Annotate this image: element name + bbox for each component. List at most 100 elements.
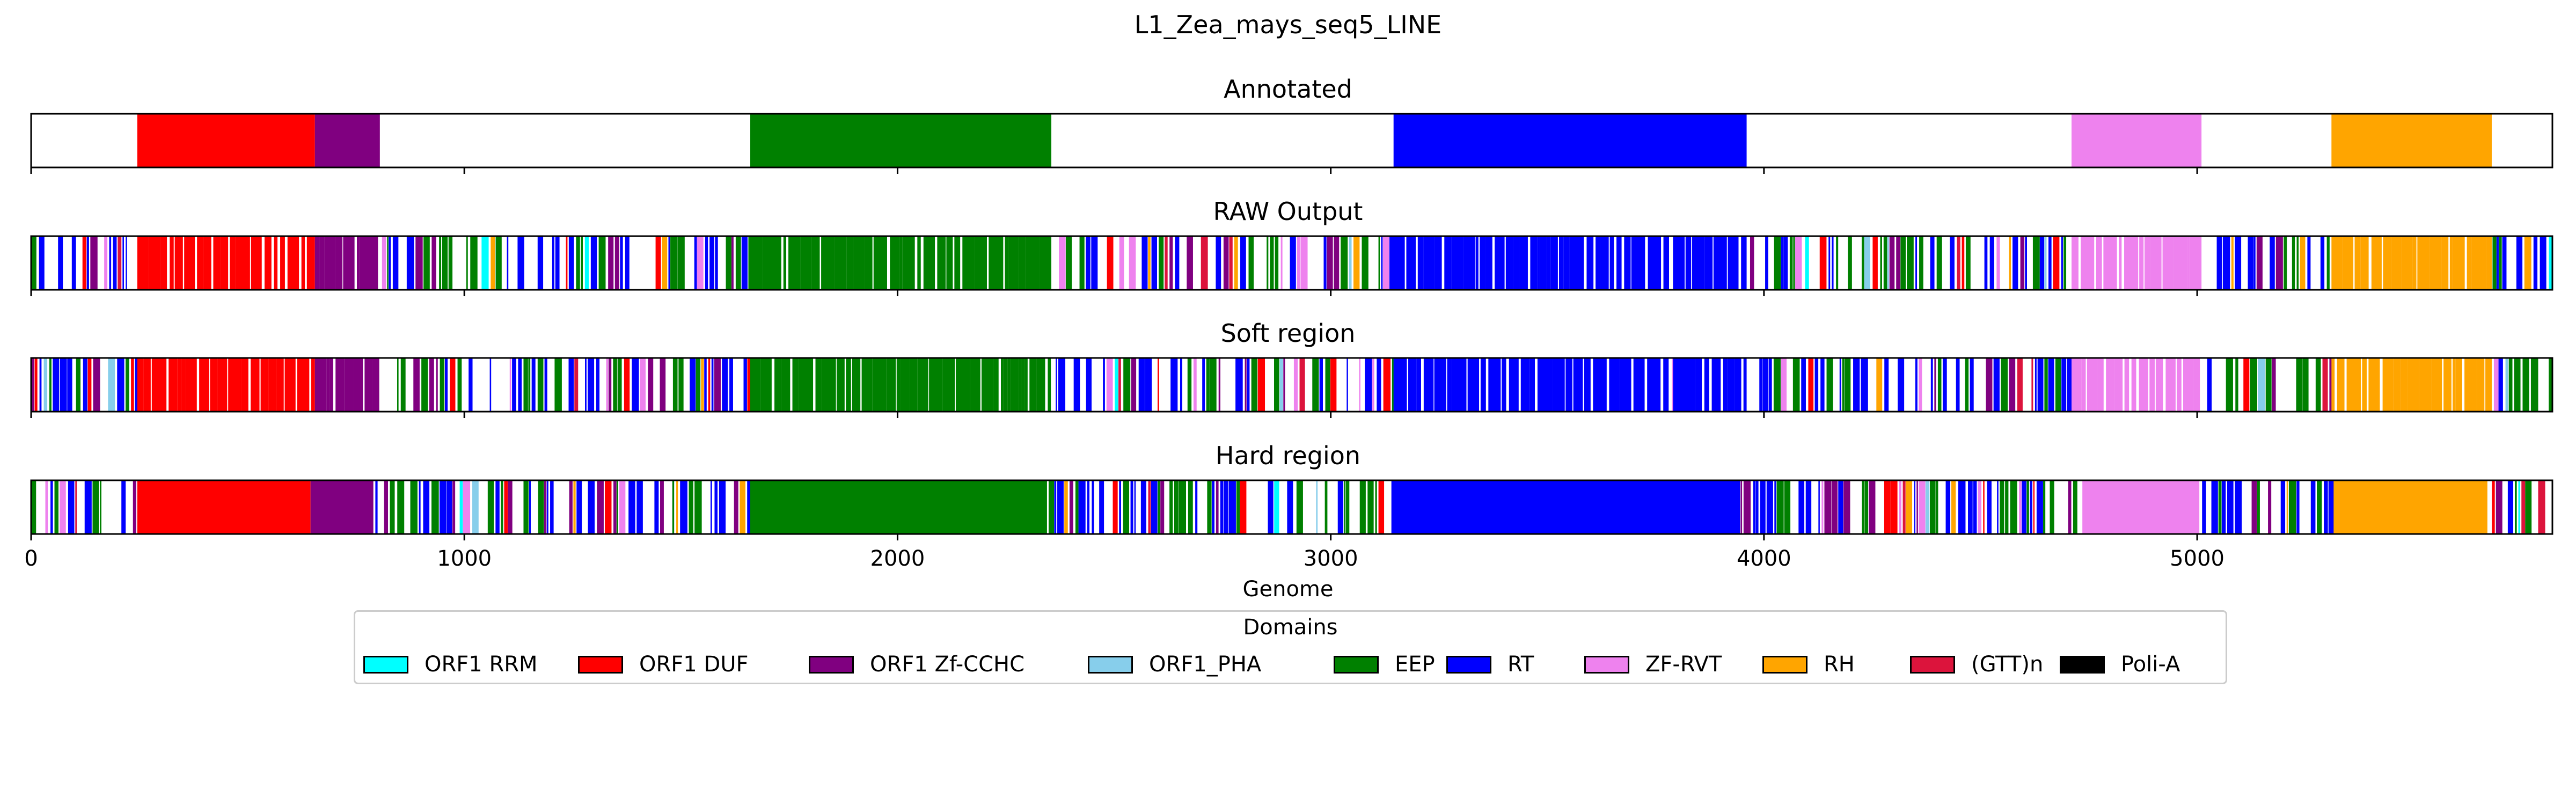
- prediction-stripe: [421, 358, 428, 412]
- prediction-stripe: [1942, 358, 1947, 412]
- prediction-stripe: [1341, 236, 1348, 290]
- prediction-stripe: [554, 358, 562, 412]
- prediction-stripe: [2502, 236, 2507, 290]
- prediction-stripe: [436, 358, 438, 412]
- prediction-stripe: [1312, 358, 1319, 412]
- segment-zf-rvt: [2110, 358, 2114, 412]
- prediction-stripe: [2286, 480, 2288, 534]
- prediction-stripe: [2033, 480, 2035, 534]
- prediction-stripe: [1129, 236, 1136, 290]
- prediction-stripe: [31, 358, 34, 412]
- segment-zf-rvt: [2149, 358, 2155, 412]
- prediction-stripe: [1375, 480, 1377, 534]
- prediction-stripe: [118, 236, 122, 290]
- prediction-stripe: [457, 358, 462, 412]
- prediction-stripe: [49, 358, 52, 412]
- prediction-stripe: [1789, 236, 1793, 290]
- segment-orf1-duf: [160, 236, 167, 290]
- segment-orf1-zf-cchc: [360, 236, 371, 290]
- prediction-stripe: [397, 480, 405, 534]
- segment-zf-rvt: [2103, 236, 2117, 290]
- prediction-stripe: [1919, 480, 1926, 534]
- prediction-stripe: [748, 236, 752, 290]
- prediction-stripe: [1832, 236, 1834, 290]
- prediction-stripe: [1978, 480, 1982, 534]
- track-title-raw-output: RAW Output: [1213, 197, 1363, 226]
- legend-swatch: [1910, 655, 1955, 674]
- prediction-stripe: [1766, 480, 1773, 534]
- prediction-stripe: [452, 480, 456, 534]
- prediction-stripe: [1819, 236, 1827, 290]
- legend-label: RT: [1507, 652, 1534, 677]
- prediction-stripe: [722, 358, 728, 412]
- prediction-stripe: [1087, 480, 1090, 534]
- segment-eep: [962, 236, 975, 290]
- segment-rt: [1593, 358, 1607, 412]
- segment-rh: [2471, 236, 2486, 290]
- prediction-stripe: [2549, 236, 2553, 290]
- segment-rh: [2486, 236, 2492, 290]
- prediction-stripe: [1159, 236, 1164, 290]
- prediction-stripe: [606, 358, 609, 412]
- prediction-stripe: [1362, 236, 1368, 290]
- segment-eep: [836, 358, 845, 412]
- segment-rt: [1540, 236, 1547, 290]
- prediction-stripe: [1140, 480, 1146, 534]
- segment-zf-rvt: [2081, 236, 2095, 290]
- prediction-stripe: [714, 480, 718, 534]
- prediction-stripe: [1889, 236, 1895, 290]
- prediction-stripe: [1187, 358, 1192, 412]
- prediction-stripe: [2226, 358, 2233, 412]
- segment-orf1-zf-cchc: [344, 358, 354, 412]
- prediction-stripe: [1201, 236, 1208, 290]
- prediction-stripe: [2492, 236, 2497, 290]
- prediction-stripe: [512, 358, 516, 412]
- segment-rt: [1624, 236, 1631, 290]
- prediction-stripe: [1202, 358, 1205, 412]
- prediction-stripe: [1945, 480, 1951, 534]
- prediction-stripe: [1853, 358, 1860, 412]
- prediction-stripe: [2525, 480, 2532, 534]
- prediction-stripe: [676, 480, 678, 534]
- segment-eep: [1004, 358, 1008, 412]
- prediction-stripe: [489, 358, 492, 412]
- segment-rh: [2371, 236, 2382, 290]
- prediction-stripe: [469, 358, 473, 412]
- segment-orf1-duf: [197, 236, 204, 290]
- prediction-stripe: [1267, 236, 1269, 290]
- prediction-stripe: [1836, 236, 1839, 290]
- prediction-stripe: [2322, 358, 2328, 412]
- prediction-stripe: [2270, 236, 2275, 290]
- prediction-stripe: [573, 480, 576, 534]
- segment-orf1-duf: [169, 358, 178, 412]
- prediction-stripe: [1180, 358, 1183, 412]
- segment-rh: [2431, 358, 2442, 412]
- segment-rh: [2331, 358, 2335, 412]
- segment-orf1-duf: [137, 480, 311, 534]
- prediction-stripe: [1937, 358, 1942, 412]
- prediction-stripe: [2268, 480, 2272, 534]
- prediction-stripe: [1887, 236, 1889, 290]
- segment-eep: [774, 236, 781, 290]
- prediction-stripe: [617, 358, 622, 412]
- segment-rh: [2485, 358, 2492, 412]
- segment-orf1-duf: [241, 358, 248, 412]
- prediction-stripe: [2310, 480, 2316, 534]
- segment-rt: [1647, 358, 1661, 412]
- prediction-stripe: [1113, 480, 1118, 534]
- segment-rh: [2383, 236, 2391, 290]
- legend-swatch: [363, 655, 408, 674]
- segment-orf1-duf: [184, 236, 195, 290]
- segment-eep: [955, 358, 970, 412]
- prediction-stripe: [1820, 358, 1825, 412]
- segment-orf1-zf-cchc: [343, 236, 355, 290]
- segment-eep: [822, 358, 836, 412]
- prediction-stripe: [585, 358, 587, 412]
- segment-rt: [1480, 236, 1486, 290]
- prediction-stripe: [1389, 236, 1394, 290]
- prediction-stripe: [694, 480, 702, 534]
- prediction-stripe: [392, 236, 399, 290]
- prediction-stripe: [2498, 358, 2503, 412]
- prediction-stripe: [2001, 358, 2008, 412]
- prediction-stripe: [423, 480, 430, 534]
